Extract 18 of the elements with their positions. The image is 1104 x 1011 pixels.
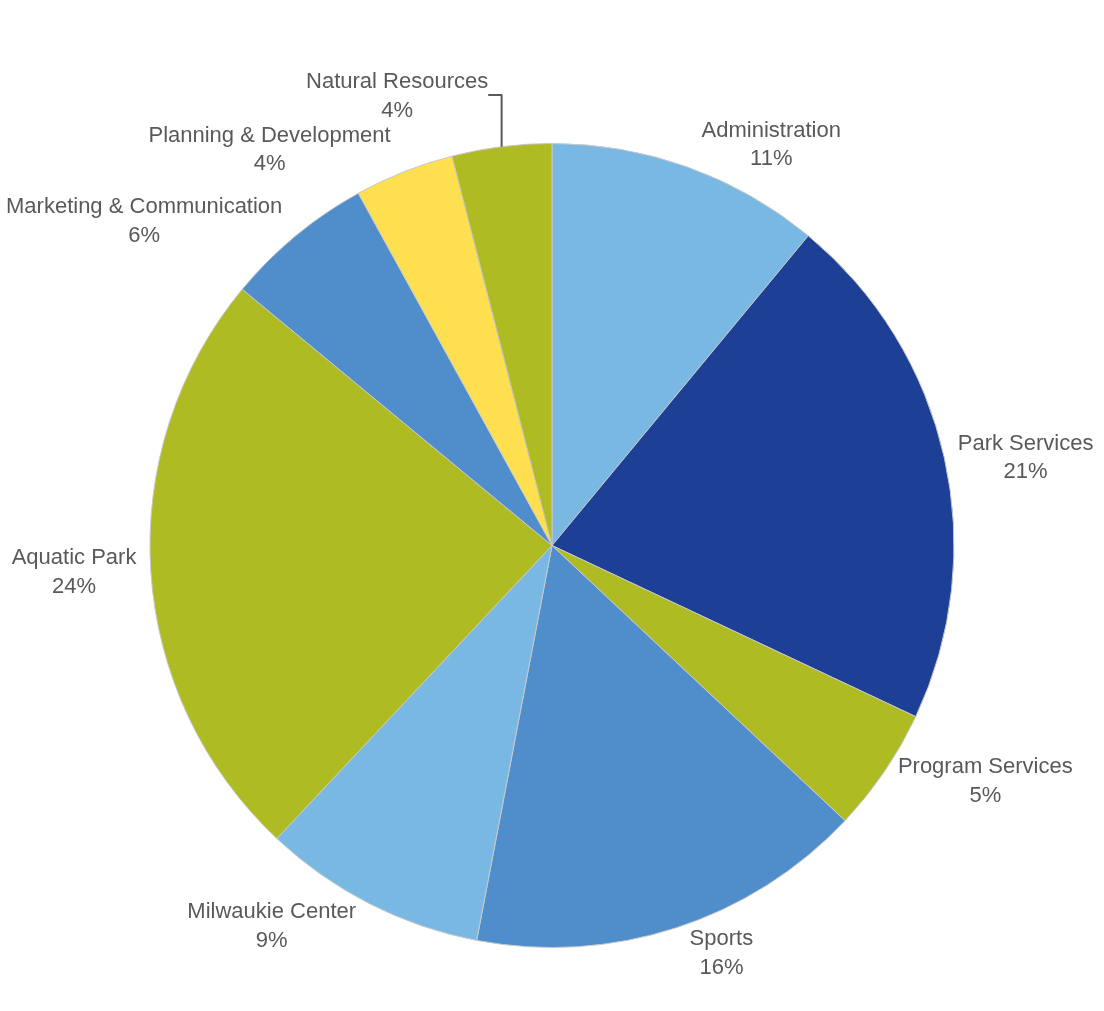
slice-label: Planning & Development [148, 121, 391, 147]
data-label: 21% [1003, 458, 1048, 484]
data-label: 11% [750, 145, 793, 171]
slice-label: Park Services [957, 429, 1094, 455]
slice-label: Milwaukie Center [187, 898, 357, 924]
slice-label: Program Services [897, 753, 1073, 779]
slice-label: Natural Resources [306, 68, 489, 94]
data-label: 4% [253, 150, 286, 176]
slice-label: Aquatic Park [11, 544, 138, 570]
slice-label: Administration [701, 116, 841, 142]
data-label: 9% [255, 926, 288, 952]
data-label: 5% [969, 781, 1002, 807]
slice-label: Marketing & Communication [6, 193, 283, 219]
slice-label: Sports [689, 925, 754, 951]
data-label: 16% [699, 953, 744, 979]
data-label: 24% [52, 572, 97, 598]
data-label: 4% [381, 96, 414, 122]
data-label: 6% [128, 221, 161, 247]
